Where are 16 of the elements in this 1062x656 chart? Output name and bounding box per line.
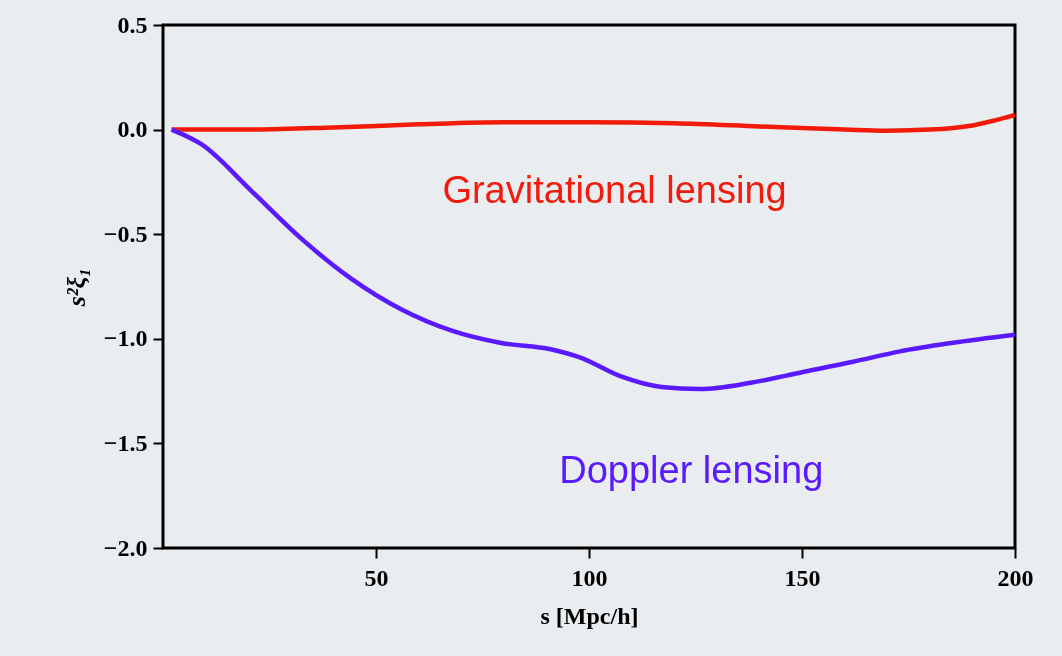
y-tick-label: −1.0: [103, 325, 148, 352]
y-tick-label: −2.0: [103, 534, 148, 561]
text: Doppler lensing: [559, 449, 824, 492]
y-tick-label: 0.0: [117, 116, 148, 143]
x-axis-title: s [Mpc/h]: [540, 602, 639, 629]
x-tick-label: 150: [784, 564, 821, 591]
x-tick-label: 200: [997, 564, 1034, 591]
line-series: [169, 112, 1015, 133]
y-tick-label: −1.5: [103, 429, 148, 456]
y-axis-title: s²ξ₁: [61, 267, 91, 308]
y-tick-label: −0.5: [103, 220, 148, 247]
series-label: Gravitational lensing: [442, 169, 787, 212]
line-series: [169, 127, 1015, 392]
x-tick-label: 50: [364, 564, 389, 591]
x-tick-label: 100: [571, 564, 608, 591]
y-tick-label: 0.5: [117, 11, 148, 38]
